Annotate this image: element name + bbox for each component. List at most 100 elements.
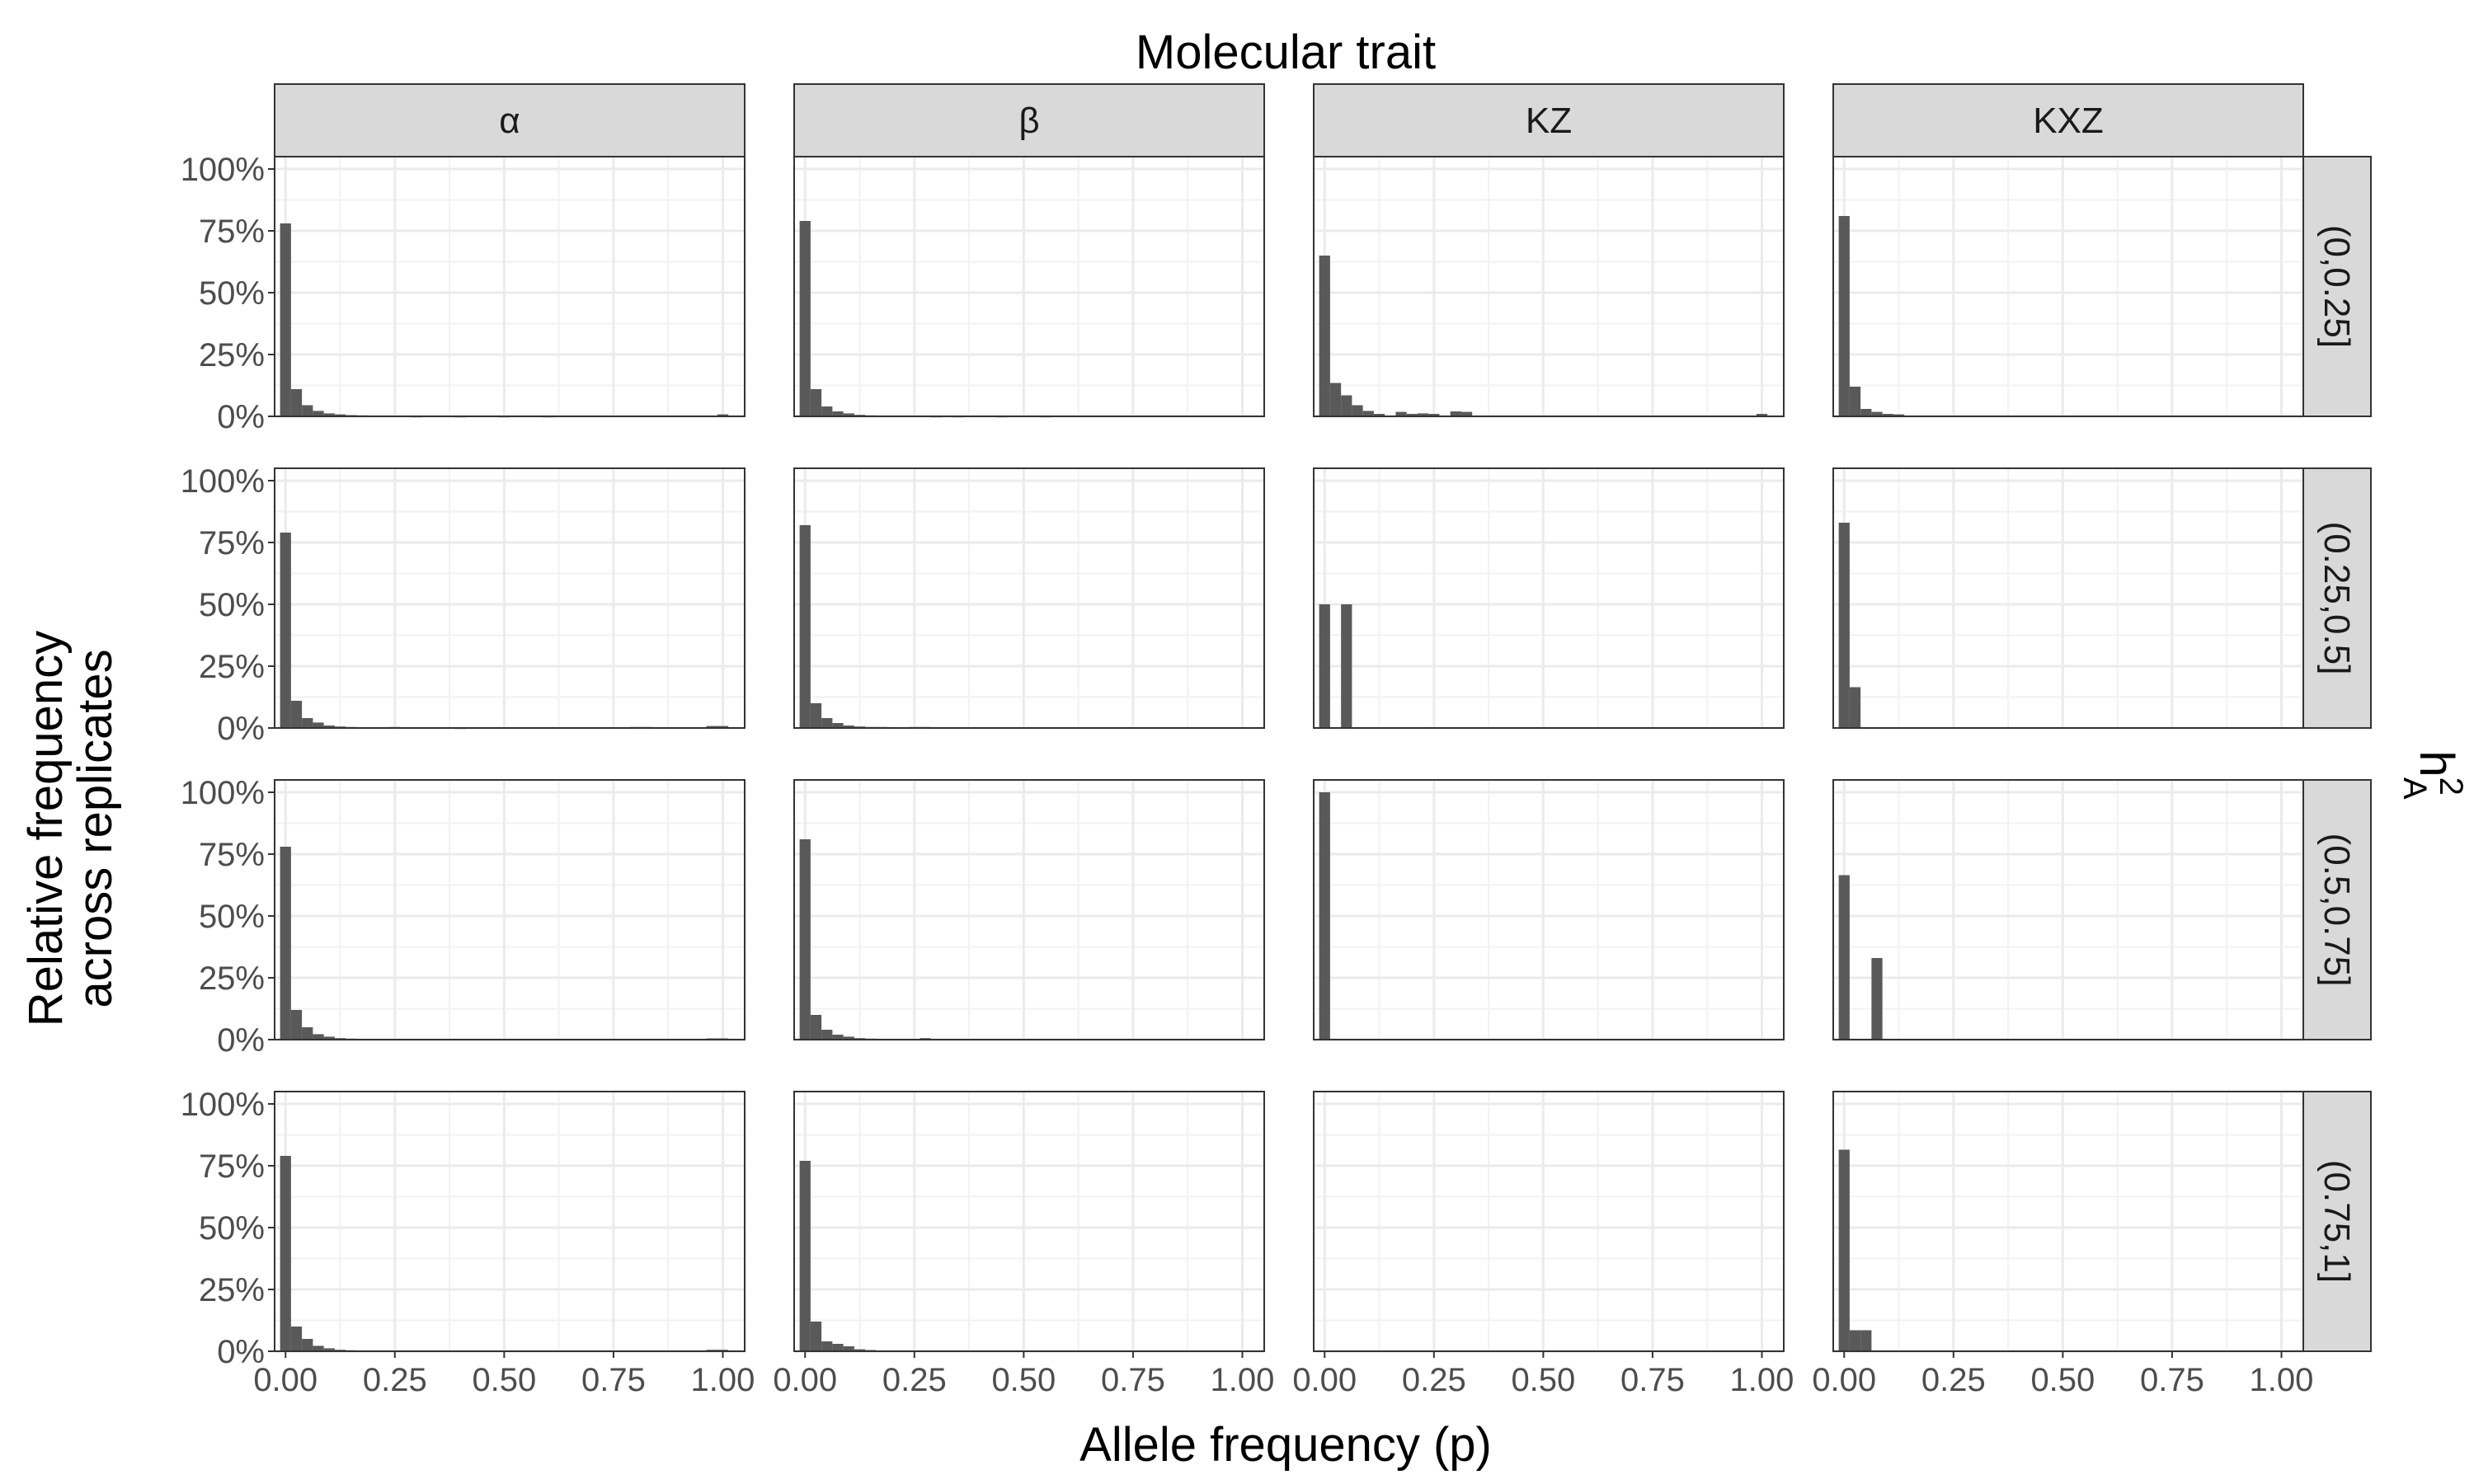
histogram-bar: [843, 413, 854, 416]
x-tick-label: 0.00: [1812, 1362, 1876, 1398]
y-tick-label: 100%: [181, 152, 265, 188]
facet-grid: α β KZ KXZ (0,0.25] (0.25,0.5] (0.5,0.75] (0.75…: [181, 83, 2372, 1398]
histogram-bar: [290, 389, 303, 416]
histogram-bar: [1460, 411, 1473, 416]
panel-background: [275, 157, 745, 416]
histogram-bar: [1319, 256, 1330, 416]
histogram-bar: [843, 1036, 854, 1040]
histogram-bar: [810, 703, 822, 728]
x-tick-label: 0.25: [1921, 1362, 1986, 1398]
row-facet-title-superscript: 2: [2433, 777, 2469, 796]
panel-background: [1314, 780, 1784, 1040]
panel-border: [1832, 156, 2304, 417]
x-tick-label: 0.25: [363, 1362, 427, 1398]
panel-background: [794, 780, 1264, 1040]
x-tick-label: 1.00: [1730, 1362, 1794, 1398]
histogram-bar: [280, 533, 291, 728]
y-tick-label: 75%: [199, 1148, 265, 1185]
histogram-bar: [290, 1010, 303, 1040]
histogram-bar: [832, 1344, 844, 1351]
histogram-bar: [1341, 604, 1352, 728]
histogram-bar: [810, 389, 822, 416]
column-strip-label-2: β: [1018, 101, 1039, 141]
histogram-bar: [1406, 414, 1418, 416]
y-tick-label: 100%: [181, 1087, 265, 1123]
histogram-bar: [313, 411, 324, 416]
histogram-bar: [302, 1339, 313, 1351]
panel-border: [793, 467, 1265, 729]
y-axis-title-line-1: Relative frequency: [19, 631, 73, 1026]
histogram-bar: [821, 718, 833, 728]
panel-background: [1314, 468, 1784, 728]
x-tick-label: 0.00: [773, 1362, 837, 1398]
histogram-bar: [1849, 387, 1861, 416]
x-tick-label: 0.50: [991, 1362, 1056, 1398]
histogram-bar: [810, 1322, 822, 1351]
panel-border: [1313, 156, 1785, 417]
histogram-bar: [799, 525, 811, 728]
histogram-bar: [1329, 383, 1342, 416]
svg-text:h2A: h2A: [2396, 750, 2469, 800]
histogram-bar: [832, 411, 844, 416]
histogram-bar: [290, 1327, 303, 1351]
histogram-bar: [1319, 792, 1330, 1040]
histogram-bar: [1838, 1149, 1850, 1351]
x-tick-label: 0.50: [472, 1362, 536, 1398]
histogram-bar: [313, 1034, 324, 1040]
column-strip-4: [1832, 83, 2304, 157]
y-tick-label: 50%: [199, 1210, 265, 1247]
histogram-bar: [799, 221, 811, 416]
histogram-bar: [821, 406, 833, 416]
histogram-bar: [323, 726, 335, 728]
panel-border: [1313, 1091, 1785, 1352]
histogram-bar: [843, 726, 854, 728]
x-tick-label: 0.25: [882, 1362, 947, 1398]
x-tick-label: 1.00: [1211, 1362, 1275, 1398]
panel-background: [1833, 157, 2303, 416]
column-strip-1: [274, 83, 745, 157]
row-strip-label-3: (0.5,0.75]: [2316, 834, 2357, 987]
histogram-bar: [717, 414, 729, 416]
panel-border: [1832, 467, 2304, 729]
histogram-bar: [810, 1015, 822, 1040]
histogram-bar: [799, 839, 811, 1040]
panel-r1-c3: [1313, 156, 1785, 418]
histogram-bar: [1341, 395, 1352, 416]
panel-border: [793, 779, 1265, 1040]
column-strip-label-1: α: [499, 101, 520, 141]
panel-background: [275, 468, 745, 728]
histogram-bar: [280, 847, 291, 1040]
y-tick-label: 75%: [199, 525, 265, 561]
panel-r2-c2: [793, 467, 1265, 730]
x-tick-label: 0.75: [1620, 1362, 1685, 1398]
histogram-bar: [706, 726, 717, 728]
panel-border: [274, 156, 745, 417]
x-tick-label: 0.00: [1292, 1362, 1357, 1398]
histogram-bar: [1450, 411, 1461, 416]
y-tick-label: 75%: [199, 837, 265, 873]
histogram-bar: [1395, 411, 1407, 416]
panel-r1-c2: [793, 156, 1265, 418]
panel-border: [793, 156, 1265, 417]
panel-background: [794, 468, 1264, 728]
y-tick-label: 75%: [199, 214, 265, 250]
histogram-bar: [854, 1349, 866, 1351]
histogram-bar: [821, 1030, 833, 1040]
histogram-bar: [313, 722, 324, 728]
x-tick-label: 0.75: [2140, 1362, 2204, 1398]
panel-border: [274, 779, 745, 1040]
panel-border: [1313, 779, 1785, 1040]
x-tick-label: 1.00: [2250, 1362, 2314, 1398]
y-tick-label: 0%: [217, 399, 265, 435]
panel-r4-c1: [274, 1091, 745, 1353]
y-tick-label: 0%: [217, 711, 265, 747]
y-tick-label: 0%: [217, 1022, 265, 1059]
histogram-bar: [280, 223, 291, 416]
panel-border: [1313, 467, 1785, 729]
x-tick-label: 0.00: [253, 1362, 317, 1398]
histogram-bar: [1838, 216, 1850, 416]
histogram-bar: [334, 414, 346, 416]
panel-background: [1314, 157, 1784, 416]
y-tick-label: 50%: [199, 275, 265, 312]
panel-r4-c2: [793, 1091, 1265, 1353]
